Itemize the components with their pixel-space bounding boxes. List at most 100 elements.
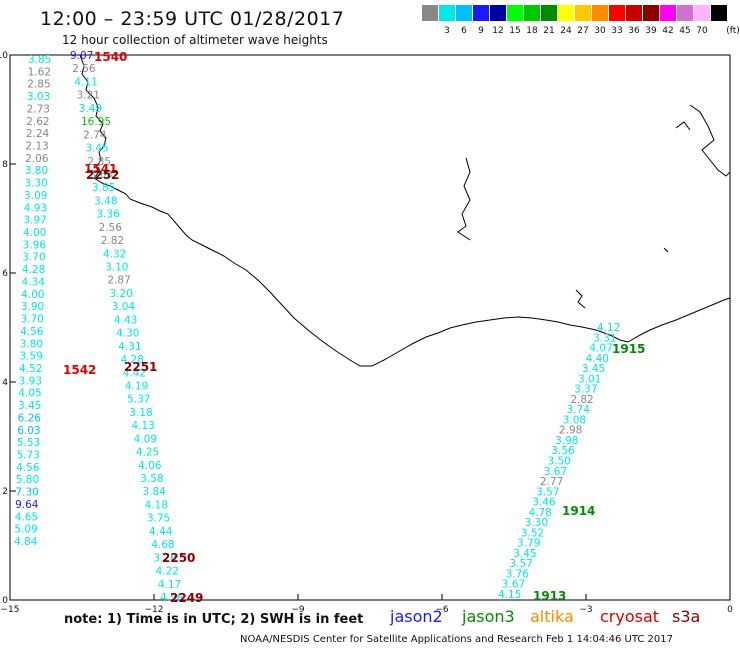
wave-height-value: 4.05 [18, 388, 41, 400]
scale-swatch [473, 5, 489, 21]
wave-height-value: 4.11 [74, 76, 97, 88]
scale-label: 30 [594, 26, 606, 36]
x-tick-label: 0 [727, 605, 733, 615]
satellite-legend-s3a: s3a [672, 607, 701, 626]
wave-height-value: 4.00 [21, 289, 44, 301]
coastline-mainland [79, 54, 731, 367]
wave-height-value: 4.06 [138, 460, 162, 472]
x-tick-label: −6 [435, 605, 449, 615]
wave-height-value: 2.62 [26, 116, 49, 128]
scale-swatch [456, 5, 472, 21]
wave-height-value: 3.90 [21, 301, 44, 313]
wave-height-value: 4.30 [116, 328, 139, 340]
wave-height-value: 3.01 [578, 373, 601, 385]
wave-height-value: 3.08 [563, 414, 586, 426]
footer-credit: NOAA/NESDIS Center for Satellite Applica… [240, 634, 673, 645]
scale-label: 70 [696, 26, 708, 36]
y-tick-label: 6 [2, 269, 8, 279]
coastline-inlet [457, 157, 471, 241]
wave-height-value: 2.77 [540, 476, 563, 488]
wave-height-value: 3.20 [110, 288, 133, 300]
scale-label: 36 [628, 26, 640, 36]
wave-height-value: 2.82 [101, 235, 124, 247]
wave-height-value: 3.98 [555, 435, 578, 447]
wave-height-value: 2.06 [25, 153, 49, 165]
wave-height-value: 4.22 [156, 566, 179, 578]
wave-height-value: 3.30 [24, 178, 47, 190]
wave-height-value: 2.56 [72, 63, 96, 75]
wave-height-value: 5.09 [14, 524, 37, 536]
scale-label: 18 [526, 26, 538, 36]
map-frame [9, 54, 731, 601]
wave-height-value: 9.07 [70, 50, 93, 62]
coastline [79, 54, 731, 367]
wave-height-value: 3.52 [521, 527, 544, 539]
wave-height-value: 4.15 [498, 589, 521, 601]
pass-time-label: 1913 [533, 589, 566, 603]
scale-swatch [524, 5, 540, 21]
scale-label: 12 [492, 26, 504, 36]
satellite-legend-jason3: jason3 [462, 607, 515, 626]
wave-height-value: 3.36 [96, 209, 120, 221]
y-tick-label: 0 [2, 596, 8, 606]
wave-height-value: 5.80 [16, 474, 39, 486]
scale-label: 3 [444, 26, 450, 36]
pass-time-label: 1915 [612, 342, 645, 356]
wave-height-value: 3.84 [142, 486, 166, 498]
pass-time-label: 2251 [124, 360, 157, 374]
wave-height-value: 6.26 [18, 412, 42, 424]
scale-label: 9 [478, 26, 484, 36]
map-subtitle: 12 hour collection of altimeter wave hei… [62, 33, 328, 47]
wave-height-value: 3.70 [20, 314, 43, 326]
wave-height-value: 3.65 [90, 169, 113, 181]
wave-height-value: 3.45 [582, 363, 605, 375]
wave-height-value: 3.50 [548, 456, 571, 468]
scale-label: 6 [461, 26, 467, 36]
scale-swatch [490, 5, 506, 21]
wave-height-value: 4.28 [120, 354, 143, 366]
scale-label: 21 [543, 26, 555, 36]
wave-height-value: 4.56 [160, 592, 184, 604]
y-tick-label: 8 [2, 160, 8, 170]
wave-height-value: 4.56 [16, 462, 40, 474]
wave-height-value: 5.73 [17, 449, 40, 461]
satellite-legend-jason2: jason2 [390, 607, 443, 626]
wave-height-value: 3.57 [536, 486, 559, 498]
x-axis-ticks: −15 −12 −9 −6 −3 0 [1, 594, 733, 615]
scale-swatch [626, 5, 642, 21]
wave-height-value: 3.45 [85, 143, 108, 155]
scale-swatch [575, 5, 591, 21]
pass-time-label: 2252 [86, 168, 119, 182]
wave-height-value: 4.17 [158, 579, 181, 591]
wave-height-value: 3.75 [147, 513, 170, 525]
map-title: 12:00 – 23:59 UTC 01/28/2017 [40, 8, 345, 30]
scale-label: 39 [645, 26, 657, 36]
wave-height-value: 2.13 [25, 141, 48, 153]
scale-swatch [609, 5, 625, 21]
wave-height-value: 2.85 [27, 79, 50, 91]
scale-swatch [660, 5, 676, 21]
y-tick-label: 2 [2, 487, 8, 497]
scale-swatch [439, 5, 455, 21]
wave-height-value: 2.74 [83, 129, 107, 141]
wave-height-value: 3.10 [105, 262, 128, 274]
wave-height-value: 3.30 [525, 517, 548, 529]
wave-height-value: 4.40 [586, 353, 609, 365]
wave-height-value: 4.34 [22, 276, 46, 288]
wave-height-value: 3.80 [20, 338, 43, 350]
scale-label: 42 [662, 26, 674, 36]
pass-time-label: 1541 [84, 162, 117, 176]
wave-height-value: 3.45 [513, 548, 536, 560]
wave-height-value: 3.70 [22, 252, 45, 264]
wave-height-value: 4.18 [145, 499, 168, 511]
wave-height-value: 3.09 [24, 190, 47, 202]
scale-label: 24 [560, 26, 572, 36]
scale-swatch [694, 5, 710, 21]
wave-height-value: 3.48 [94, 195, 117, 207]
pass-time-label: 2250 [162, 551, 195, 565]
wave-height-value: 3.56 [551, 445, 575, 457]
wave-height-value: 4.13 [131, 420, 154, 432]
wave-height-value: 16.95 [81, 116, 111, 128]
x-tick-label: −3 [579, 605, 592, 615]
